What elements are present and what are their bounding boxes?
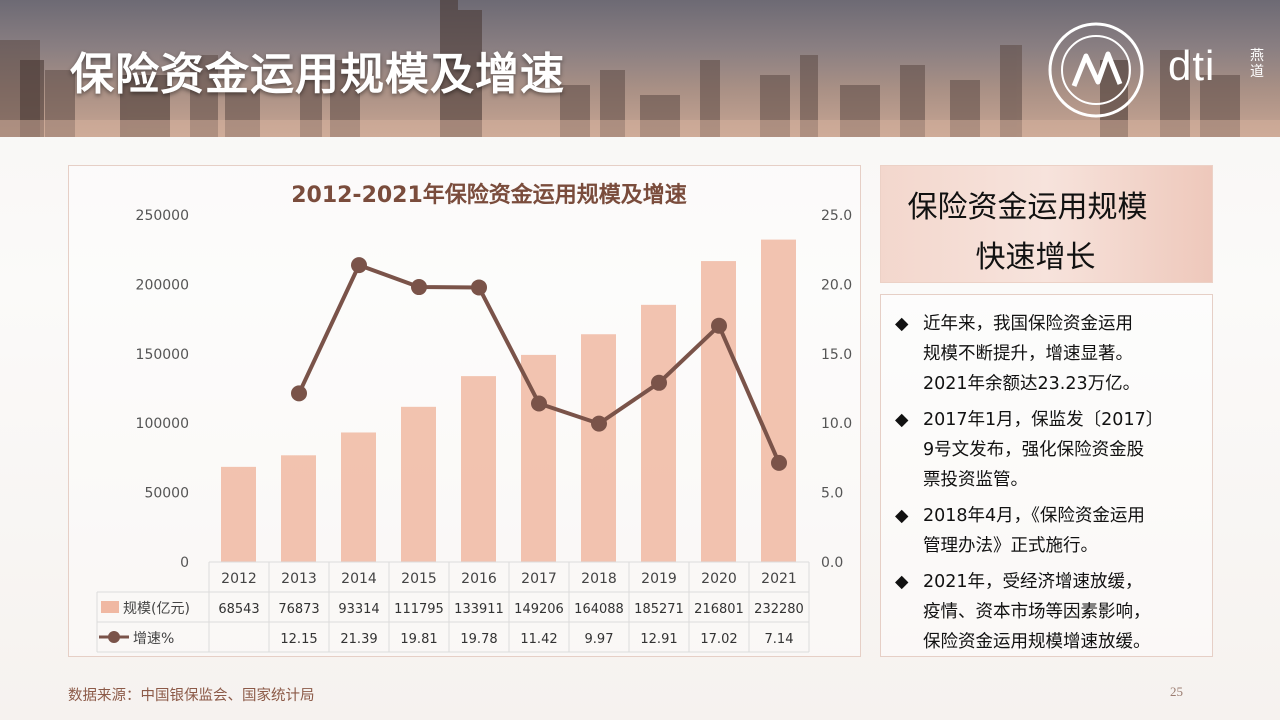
chart-panel: 2012-2021年保险资金运用规模及增速 0 50000 100000 150000 2… [68, 165, 861, 657]
x-category-label: 2012 [221, 571, 257, 587]
note-item: ◆ 近年来，我国保险资金运用 规模不断提升，增速显著。 2021年余额达23.23万亿… [895, 309, 1205, 399]
note-line: 2017年1月，保监发〔2017〕 [923, 410, 1164, 430]
chart-title: 2012-2021年保险资金运用规模及增速 [291, 182, 687, 208]
note-line: 9号文发布，强化保险资金股 [923, 440, 1145, 460]
note-item: ◆ 2021年，受经济增速放缓， 疫情、资本市场等因素影响， 保险资金运用规模增速放缓… [895, 567, 1205, 657]
x-category-label: 2016 [461, 571, 497, 587]
x-category-label: 2013 [281, 571, 317, 587]
y-right-tick-label: 15.0 [821, 347, 852, 363]
note-line: 保险资金运用规模增速放缓。 [923, 632, 1151, 652]
x-category-label: 2021 [761, 571, 797, 587]
note-line: 近年来，我国保险资金运用 [923, 314, 1133, 334]
bar [521, 354, 556, 562]
y-right-tick-label: 10.0 [821, 416, 852, 432]
growth-point [351, 257, 367, 274]
headline-line-1: 保险资金运用规模 [907, 190, 1148, 225]
data-label-scale: 68543 [218, 602, 259, 617]
y-left-tick-label: 250000 [136, 208, 189, 224]
bar [341, 432, 376, 562]
data-label-growth: 21.39 [340, 632, 377, 647]
growth-point [471, 279, 487, 296]
growth-point [591, 415, 607, 432]
x-category-label: 2015 [401, 571, 437, 587]
growth-point [711, 317, 727, 334]
data-label-growth: 19.78 [460, 632, 497, 647]
y-left-tick-label: 0 [180, 555, 189, 571]
data-label-scale: 93314 [338, 602, 379, 617]
legend-bar-swatch [101, 601, 119, 613]
bar [221, 466, 256, 562]
headline-line-2: 快速增长 [975, 240, 1096, 275]
note-line: 2021年余额达23.23万亿。 [923, 374, 1141, 394]
note-line: 管理办法》正式施行。 [923, 536, 1098, 556]
x-category-label: 2017 [521, 571, 557, 587]
bullet-diamond-icon: ◆ [895, 572, 909, 592]
data-label-growth: 17.02 [700, 632, 737, 647]
note-line: 票投资监管。 [923, 470, 1028, 490]
bullet-diamond-icon: ◆ [895, 410, 909, 430]
growth-point [531, 395, 547, 412]
bar [761, 239, 796, 562]
x-category-label: 2018 [581, 571, 617, 587]
bar [461, 376, 496, 562]
brand-logo-text: dti [1168, 42, 1216, 89]
y-left-tick-label: 200000 [136, 277, 189, 293]
growth-point [651, 374, 667, 391]
page-title: 保险资金运用规模及增速 [70, 49, 565, 100]
data-label-scale: 232280 [754, 602, 804, 617]
header-banner: 保险资金运用规模及增速 dti 燕道 [0, 0, 1280, 137]
data-label-scale: 216801 [694, 602, 744, 617]
bar [581, 334, 616, 562]
city-skyline-image [0, 0, 1280, 137]
note-line: 规模不断提升，增速显著。 [923, 344, 1133, 364]
legend-bar-label: 规模(亿元) [123, 601, 190, 617]
data-source-note: 数据来源：中国银保监会、国家统计局 [68, 688, 315, 704]
note-item: ◆ 2017年1月，保监发〔2017〕 9号文发布，强化保险资金股 票投资监管。 [895, 405, 1205, 495]
note-line: 2021年，受经济增速放缓， [923, 572, 1143, 592]
growth-point [771, 454, 787, 471]
y-left-tick-label: 50000 [144, 486, 189, 502]
data-label-growth: 19.81 [400, 632, 437, 647]
x-category-label: 2014 [341, 571, 377, 587]
y-right-tick-label: 25.0 [821, 208, 852, 224]
institute-seal-logo [1048, 22, 1144, 118]
growth-point [411, 279, 427, 296]
data-label-growth: 9.97 [585, 632, 614, 647]
x-category-label: 2020 [701, 571, 737, 587]
brand-logo-subtext: 燕道 [1250, 48, 1264, 80]
page-number: 25 [1170, 684, 1183, 699]
y-left-tick-label: 150000 [136, 347, 189, 363]
data-label-growth: 12.15 [280, 632, 317, 647]
y-right-tick-label: 0.0 [821, 555, 843, 571]
x-category-label: 2019 [641, 571, 677, 587]
growth-point [291, 385, 307, 402]
data-label-scale: 76873 [278, 602, 319, 617]
data-label-scale: 185271 [634, 602, 684, 617]
note-line: 疫情、资本市场等因素影响， [923, 602, 1151, 622]
data-label-growth: 11.42 [520, 632, 557, 647]
y-right-tick-label: 20.0 [821, 277, 852, 293]
note-line: 2018年4月，《保险资金运用 [923, 506, 1145, 526]
bar [641, 304, 676, 562]
y-right-tick-label: 5.0 [821, 486, 843, 502]
bar [281, 455, 316, 562]
data-label-scale: 111795 [394, 602, 444, 617]
bar [401, 406, 436, 562]
bullet-diamond-icon: ◆ [895, 506, 909, 526]
data-label-scale: 133911 [454, 602, 504, 617]
bar [701, 261, 736, 562]
legend-line-marker [108, 631, 120, 643]
bullet-diamond-icon: ◆ [895, 314, 909, 334]
combo-chart: 2012-2021年保险资金运用规模及增速 0 50000 100000 150000 2… [96, 182, 852, 653]
data-label-growth: 7.14 [765, 632, 794, 647]
note-item: ◆ 2018年4月，《保险资金运用 管理办法》正式施行。 [895, 501, 1205, 561]
legend-line-label: 增速% [133, 631, 174, 647]
notes-panel: ◆ 近年来，我国保险资金运用 规模不断提升，增速显著。 2021年余额达23.23万亿… [880, 294, 1213, 657]
headline-box: 保险资金运用规模 快速增长 [880, 165, 1213, 283]
data-label-scale: 149206 [514, 602, 564, 617]
y-left-tick-label: 100000 [136, 416, 189, 432]
data-label-scale: 164088 [574, 602, 624, 617]
data-label-growth: 12.91 [640, 632, 677, 647]
